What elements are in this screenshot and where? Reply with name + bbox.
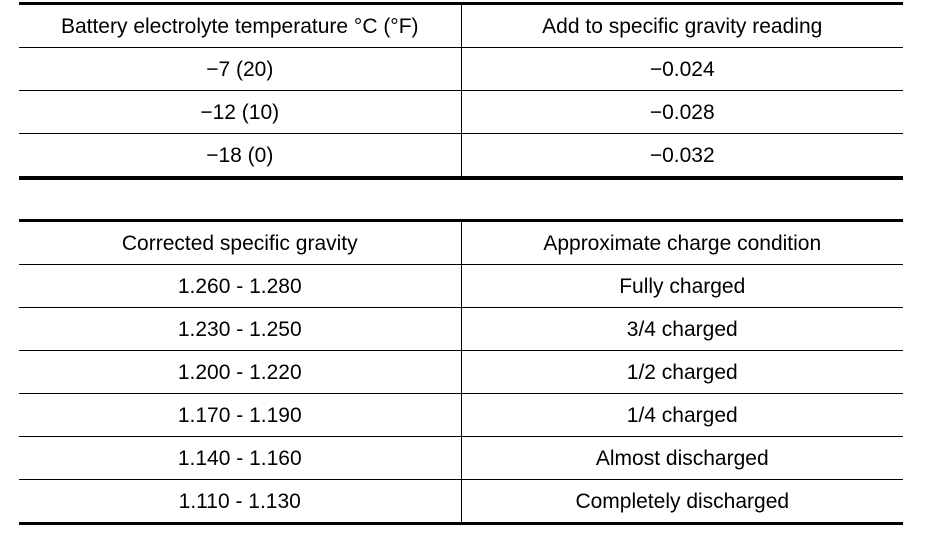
table-row: 1.230 - 1.250 3/4 charged — [19, 307, 903, 351]
column-header-specific-gravity: Corrected specific gravity — [19, 220, 462, 265]
charge-condition-cell: 3/4 charged — [626, 317, 738, 341]
column-header-correction: Add to specific gravity reading — [542, 14, 823, 38]
temperature-cell: −12 (10) — [19, 90, 462, 134]
table-row: −7 (20) −0.024 — [19, 47, 903, 91]
charge-condition-cell: Almost discharged — [595, 446, 769, 470]
specific-gravity-cell: 1.230 - 1.250 — [19, 307, 462, 351]
table-row: 1.260 - 1.280 Fully charged — [19, 264, 903, 308]
table-row: 1.110 - 1.130 Completely discharged — [19, 479, 903, 524]
correction-cell: −0.032 — [649, 143, 715, 167]
table-row: −18 (0) −0.032 — [19, 133, 903, 178]
table-row: 1.170 - 1.190 1/4 charged — [19, 393, 903, 437]
charge-condition-cell: Completely discharged — [575, 489, 790, 513]
specific-gravity-cell: 1.260 - 1.280 — [19, 264, 462, 308]
table-header-row: Corrected specific gravity Approximate c… — [19, 220, 903, 265]
charge-condition-cell: 1/2 charged — [626, 360, 738, 384]
table-row: 1.200 - 1.220 1/2 charged — [19, 350, 903, 394]
correction-cell: −0.028 — [649, 100, 715, 124]
column-header-temperature: Battery electrolyte temperature °C (°F) — [19, 3, 462, 48]
charge-condition-table: Corrected specific gravity Approximate c… — [19, 219, 903, 525]
table-header-row: Battery electrolyte temperature °C (°F) … — [19, 3, 903, 48]
table-row: −12 (10) −0.028 — [19, 90, 903, 134]
specific-gravity-cell: 1.110 - 1.130 — [19, 479, 462, 524]
specific-gravity-cell: 1.170 - 1.190 — [19, 393, 462, 437]
specific-gravity-cell: 1.140 - 1.160 — [19, 436, 462, 480]
charge-condition-cell: 1/4 charged — [626, 403, 738, 427]
temperature-cell: −18 (0) — [19, 133, 462, 178]
temperature-correction-table: Battery electrolyte temperature °C (°F) … — [19, 2, 903, 180]
specific-gravity-cell: 1.200 - 1.220 — [19, 350, 462, 394]
charge-condition-cell: Fully charged — [619, 274, 746, 298]
temperature-cell: −7 (20) — [19, 47, 462, 91]
column-header-charge-condition: Approximate charge condition — [543, 231, 822, 255]
table-row: 1.140 - 1.160 Almost discharged — [19, 436, 903, 480]
correction-cell: −0.024 — [649, 57, 715, 81]
